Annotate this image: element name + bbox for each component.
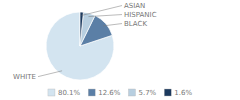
annotation: BLACK (124, 20, 147, 28)
pie-slice (46, 12, 114, 80)
legend-item: 1.6% (164, 89, 192, 97)
legend-swatch (164, 89, 171, 96)
legend-label: 1.6% (174, 89, 192, 97)
legend-item: 12.6% (88, 89, 121, 97)
leader-line (82, 6, 122, 16)
legend-swatch (48, 89, 55, 96)
legend-swatch (128, 89, 135, 96)
legend: 80.1% 12.6% 5.7% 1.6% (48, 89, 192, 97)
annotation: ASIAN (124, 2, 145, 10)
pie-slice (80, 12, 95, 46)
legend-item: 80.1% (48, 89, 81, 97)
legend-label: 80.1% (58, 89, 81, 97)
pie (46, 12, 114, 80)
annotation: HISPANIC (124, 11, 157, 19)
leader-line (38, 71, 62, 77)
legend-swatch (88, 89, 95, 96)
chart: WHITE BLACKHISPANICASIAN 80.1% 12.6% 5.7% 1.6… (0, 0, 240, 100)
annotations: WHITE BLACKHISPANICASIAN (13, 2, 157, 81)
leader-line (88, 15, 122, 17)
legend-item: 5.7% (128, 89, 156, 97)
pie-slice (80, 12, 83, 46)
annotation: WHITE (13, 73, 36, 81)
legend-label: 12.6% (98, 89, 121, 97)
leader-line (103, 24, 122, 26)
legend-label: 5.7% (138, 89, 156, 97)
